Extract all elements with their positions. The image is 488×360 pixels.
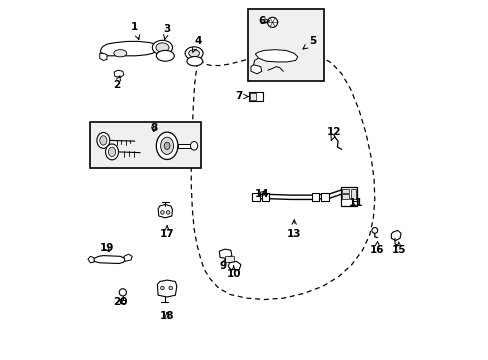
- Text: 5: 5: [303, 36, 316, 49]
- Text: 19: 19: [100, 243, 114, 253]
- Bar: [350, 189, 355, 199]
- Ellipse shape: [188, 50, 199, 57]
- Ellipse shape: [156, 50, 174, 61]
- Bar: [311, 193, 319, 201]
- Ellipse shape: [166, 211, 170, 214]
- Bar: [342, 194, 348, 199]
- Text: 7: 7: [235, 91, 248, 102]
- Bar: [120, 300, 125, 303]
- Text: 12: 12: [326, 127, 341, 140]
- Text: 3: 3: [163, 24, 170, 40]
- Ellipse shape: [152, 40, 172, 55]
- Polygon shape: [255, 50, 297, 62]
- Polygon shape: [101, 41, 157, 56]
- Polygon shape: [114, 70, 123, 77]
- Ellipse shape: [108, 147, 115, 157]
- Text: 8: 8: [150, 123, 157, 133]
- Bar: [251, 193, 259, 201]
- Text: 2: 2: [113, 76, 120, 90]
- Ellipse shape: [186, 57, 203, 66]
- Polygon shape: [157, 280, 177, 297]
- Ellipse shape: [156, 132, 178, 159]
- Bar: [320, 193, 328, 201]
- Polygon shape: [390, 230, 400, 240]
- Bar: [249, 93, 256, 100]
- Bar: [90, 122, 201, 168]
- Ellipse shape: [105, 144, 118, 160]
- Text: 10: 10: [226, 266, 241, 279]
- Bar: [248, 92, 263, 101]
- Ellipse shape: [119, 289, 126, 296]
- Text: 6: 6: [258, 16, 269, 26]
- Polygon shape: [123, 254, 132, 261]
- Polygon shape: [158, 204, 172, 218]
- Text: 15: 15: [391, 242, 406, 255]
- Text: 14: 14: [254, 189, 268, 199]
- Bar: [178, 144, 192, 148]
- Ellipse shape: [190, 141, 197, 150]
- Bar: [261, 193, 268, 201]
- Polygon shape: [228, 261, 241, 270]
- Polygon shape: [219, 249, 231, 258]
- Text: 16: 16: [369, 242, 384, 255]
- Bar: [247, 9, 323, 81]
- Ellipse shape: [160, 211, 164, 214]
- Ellipse shape: [185, 47, 203, 60]
- Bar: [342, 189, 348, 193]
- Ellipse shape: [97, 132, 110, 148]
- Ellipse shape: [114, 50, 126, 57]
- Text: 11: 11: [348, 198, 363, 208]
- Text: 1: 1: [131, 22, 139, 40]
- Bar: [340, 187, 356, 206]
- Ellipse shape: [100, 136, 107, 145]
- Ellipse shape: [164, 142, 170, 149]
- Ellipse shape: [160, 137, 173, 154]
- Ellipse shape: [160, 286, 164, 290]
- Text: 13: 13: [286, 220, 301, 239]
- Text: 18: 18: [160, 311, 174, 321]
- Text: 17: 17: [160, 226, 174, 239]
- Ellipse shape: [267, 17, 277, 27]
- Bar: [224, 256, 233, 262]
- Ellipse shape: [371, 228, 377, 233]
- Polygon shape: [100, 53, 107, 60]
- Text: 9: 9: [219, 258, 226, 271]
- Polygon shape: [250, 65, 261, 74]
- Polygon shape: [88, 256, 94, 263]
- Ellipse shape: [168, 286, 172, 290]
- Text: 4: 4: [192, 36, 201, 52]
- Text: 20: 20: [113, 297, 127, 307]
- Polygon shape: [94, 256, 125, 264]
- Ellipse shape: [156, 43, 168, 52]
